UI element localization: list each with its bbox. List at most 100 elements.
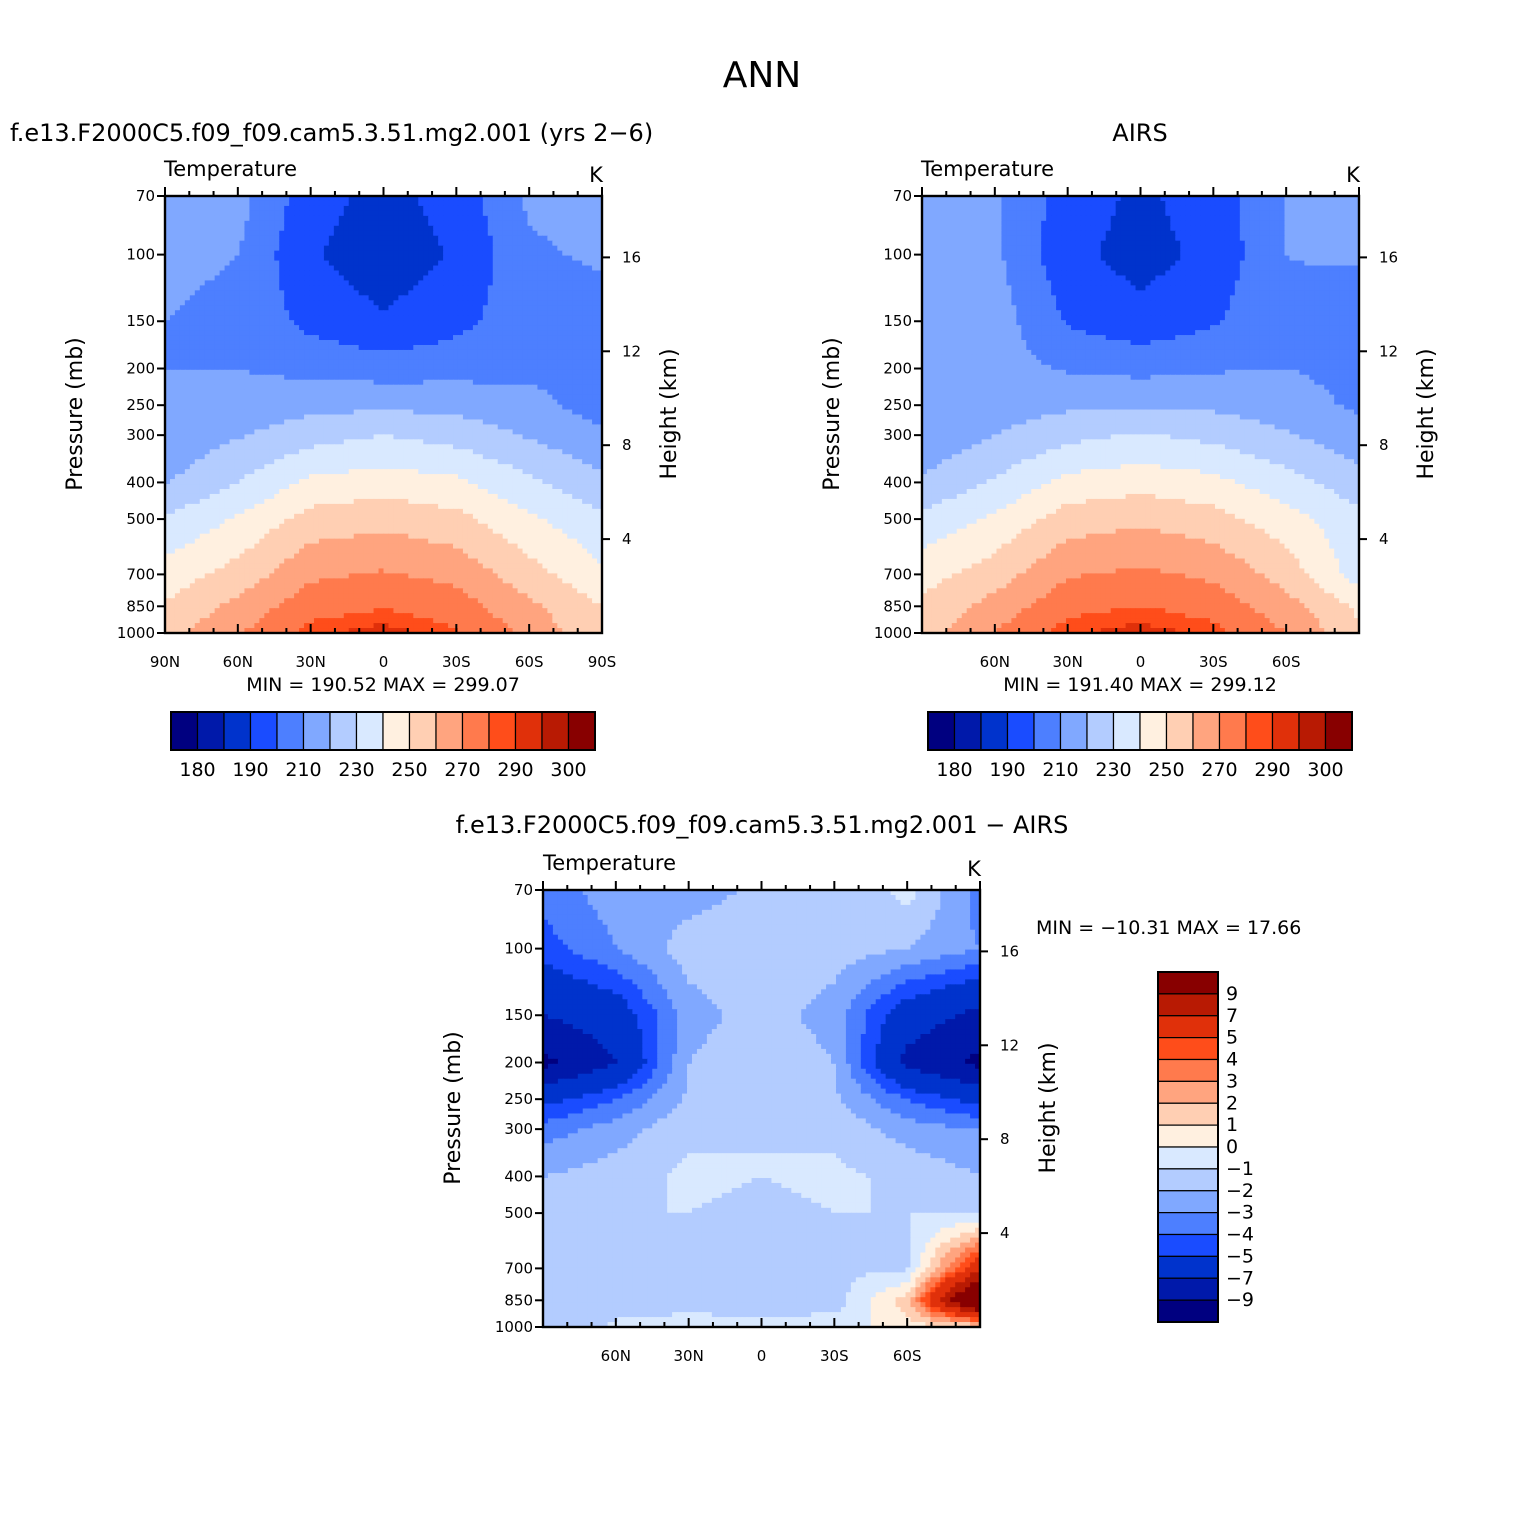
model-cell — [319, 236, 325, 242]
model-cell — [279, 211, 285, 217]
model-cell — [523, 231, 529, 237]
model-cell — [190, 231, 196, 237]
model-cell — [309, 241, 315, 247]
model-cell — [513, 251, 519, 257]
model-cell — [175, 226, 181, 232]
model-cell — [220, 251, 226, 257]
model-cell — [508, 226, 514, 232]
model-cell — [567, 266, 573, 272]
model-cell — [408, 251, 414, 257]
model-cell — [170, 261, 176, 267]
model-cell — [413, 256, 419, 262]
model-cell — [448, 256, 454, 262]
model-cell — [359, 266, 365, 272]
model-cell — [299, 236, 305, 242]
model-cell — [453, 251, 459, 257]
model-cell — [369, 241, 375, 247]
model-cell — [498, 266, 504, 272]
model-cell — [478, 211, 484, 217]
model-cell — [220, 211, 226, 217]
model-cell — [408, 236, 414, 242]
model-cell — [493, 261, 499, 267]
model-cell — [185, 241, 191, 247]
model-cell — [379, 211, 385, 217]
model-cell — [299, 216, 305, 222]
model-cell — [269, 241, 275, 247]
model-cell — [215, 251, 221, 257]
model-cell — [384, 216, 390, 222]
model-cell — [364, 266, 370, 272]
model-cell — [294, 241, 300, 247]
model-cell — [359, 261, 365, 267]
model-cell — [443, 221, 449, 227]
model-cell — [324, 231, 330, 237]
model-cell — [478, 201, 484, 207]
model-cell — [379, 266, 385, 272]
model-cell — [205, 221, 211, 227]
model-cell — [428, 201, 434, 207]
model-cell — [244, 206, 250, 212]
model-cell — [448, 266, 454, 272]
model-cell — [438, 211, 444, 217]
model-cell — [374, 256, 380, 262]
model-cell — [339, 226, 345, 232]
model-cell — [513, 256, 519, 262]
model-cell — [572, 231, 578, 237]
model-cell — [433, 266, 439, 272]
model-cell — [329, 246, 335, 252]
model-cell — [185, 221, 191, 227]
model-cell — [537, 201, 543, 207]
model-cell — [225, 261, 231, 267]
model-cell — [344, 236, 350, 242]
model-cell — [319, 270, 325, 276]
model-cell — [582, 201, 588, 207]
model-cell — [225, 231, 231, 237]
model-cell — [274, 266, 280, 272]
model-cell — [438, 251, 444, 257]
model-cell — [344, 206, 350, 212]
model-cell — [304, 266, 310, 272]
model-cell — [369, 206, 375, 212]
model-cell — [195, 211, 201, 217]
model-cell — [259, 206, 265, 212]
model-cell — [289, 270, 295, 276]
model-cell — [215, 231, 221, 237]
model-cell — [329, 201, 335, 207]
model-cell — [478, 226, 484, 232]
model-cell — [537, 246, 543, 252]
model-cell — [244, 226, 250, 232]
model-cell — [518, 261, 524, 267]
model-cell — [547, 201, 553, 207]
model-cell — [532, 236, 538, 242]
model-cell — [294, 236, 300, 242]
model-cell — [552, 206, 558, 212]
model-cell — [314, 231, 320, 237]
model-cell — [587, 216, 593, 222]
model-cell — [483, 231, 489, 237]
model-cell — [468, 231, 474, 237]
model-cell — [379, 216, 385, 222]
model-cell — [239, 241, 245, 247]
figure: ANN f.e13.F2000C5.f09_f09.cam5.3.51.mg2.… — [0, 0, 1524, 1524]
diff-ylabel-left: Pressure (mb) — [441, 1031, 466, 1185]
model-cell — [592, 236, 598, 242]
model-cell — [493, 251, 499, 257]
model-cell — [408, 266, 414, 272]
model-cell — [259, 266, 265, 272]
model-cell — [567, 261, 573, 267]
model-cell — [473, 221, 479, 227]
model-cell — [175, 246, 181, 252]
model-cell — [393, 226, 399, 232]
model-cell — [210, 226, 216, 232]
model-cell — [418, 231, 424, 237]
model-cell — [408, 216, 414, 222]
model-cell — [483, 246, 489, 252]
model-cell — [468, 266, 474, 272]
model-cell — [403, 261, 409, 267]
model-cell — [478, 241, 484, 247]
model-cell — [230, 216, 236, 222]
model-cell — [225, 221, 231, 227]
model-cell — [359, 216, 365, 222]
model-cell — [498, 236, 504, 242]
model-cell — [354, 236, 360, 242]
